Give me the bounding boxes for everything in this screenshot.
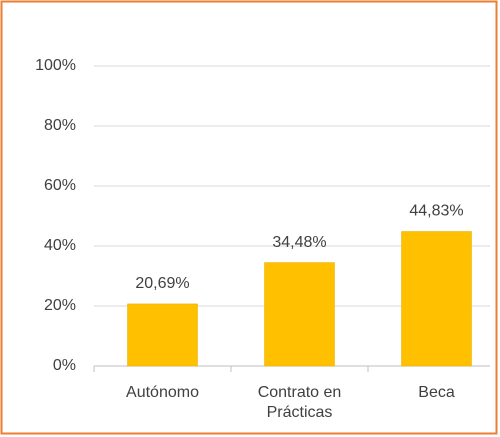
y-tick-label: 60% (44, 177, 76, 194)
y-tick-label: 100% (35, 57, 76, 74)
x-tick-label: Autónomo (126, 384, 199, 401)
data-label: 44,83% (409, 203, 463, 220)
bar (264, 262, 335, 367)
x-tick-label: Beca (418, 384, 455, 401)
data-label: 20,69% (135, 275, 189, 292)
y-tick-label: 80% (44, 117, 76, 134)
x-tick-label: Contrato en Prácticas (257, 384, 342, 421)
data-label: 34,48% (272, 234, 326, 251)
y-tick-label: 0% (53, 357, 76, 374)
y-tick-label: 40% (44, 237, 76, 254)
y-tick-label: 20% (44, 297, 76, 314)
bar (401, 231, 472, 367)
bar (127, 303, 198, 367)
